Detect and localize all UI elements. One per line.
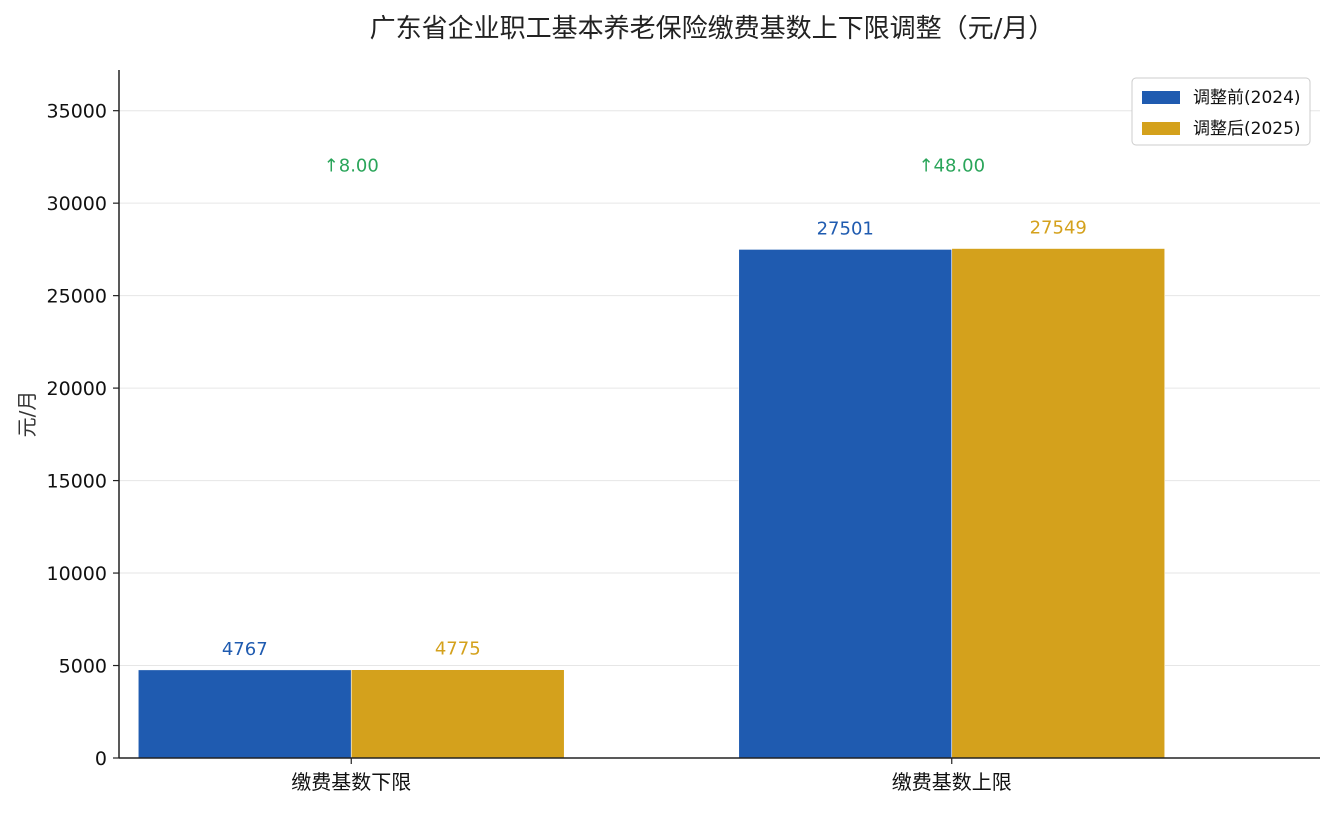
- bar-after-0: [350, 669, 565, 759]
- bars: [137, 248, 1166, 759]
- legend-swatch: [1142, 91, 1180, 104]
- data-label: 4767: [222, 639, 268, 660]
- y-tick-label: 5000: [59, 656, 107, 678]
- data-label: 4775: [435, 639, 481, 660]
- y-tick-label: 20000: [47, 378, 107, 400]
- x-tick-label: 缴费基数下限: [291, 770, 411, 794]
- y-tick-label: 35000: [47, 101, 107, 123]
- y-tick-label: 25000: [47, 286, 107, 308]
- legend-label: 调整前(2024): [1193, 88, 1301, 108]
- bar-before-1: [738, 249, 953, 759]
- bar-before-0: [137, 669, 352, 759]
- y-tick-label: 10000: [47, 563, 107, 585]
- legend-label: 调整后(2025): [1193, 119, 1301, 139]
- legend-swatch: [1142, 122, 1180, 135]
- data-labels: 4767 4775 27501 27549 ↑8.00 ↑48.00: [222, 155, 1087, 660]
- legend: 调整前(2024) 调整后(2025): [1131, 77, 1311, 146]
- data-label: 27549: [1030, 217, 1087, 238]
- data-label: 27501: [817, 218, 874, 239]
- x-tick-label: 缴费基数上限: [892, 770, 1012, 794]
- y-tick-label: 30000: [47, 193, 107, 215]
- axes: 0 5000 10000 15000 20000 25000 30000 35000 缴费基数下…: [47, 70, 1320, 794]
- change-annotation: ↑8.00: [324, 155, 379, 176]
- y-tick-label: 0: [95, 748, 107, 770]
- y-tick-label: 15000: [47, 471, 107, 493]
- y-axis-label: 元/月: [15, 391, 39, 438]
- change-annotation: ↑48.00: [918, 155, 985, 176]
- chart-title: 广东省企业职工基本养老保险缴费基数上下限调整（元/月）: [370, 14, 1055, 44]
- gridlines: [119, 110, 1320, 667]
- bar-after-1: [951, 248, 1166, 759]
